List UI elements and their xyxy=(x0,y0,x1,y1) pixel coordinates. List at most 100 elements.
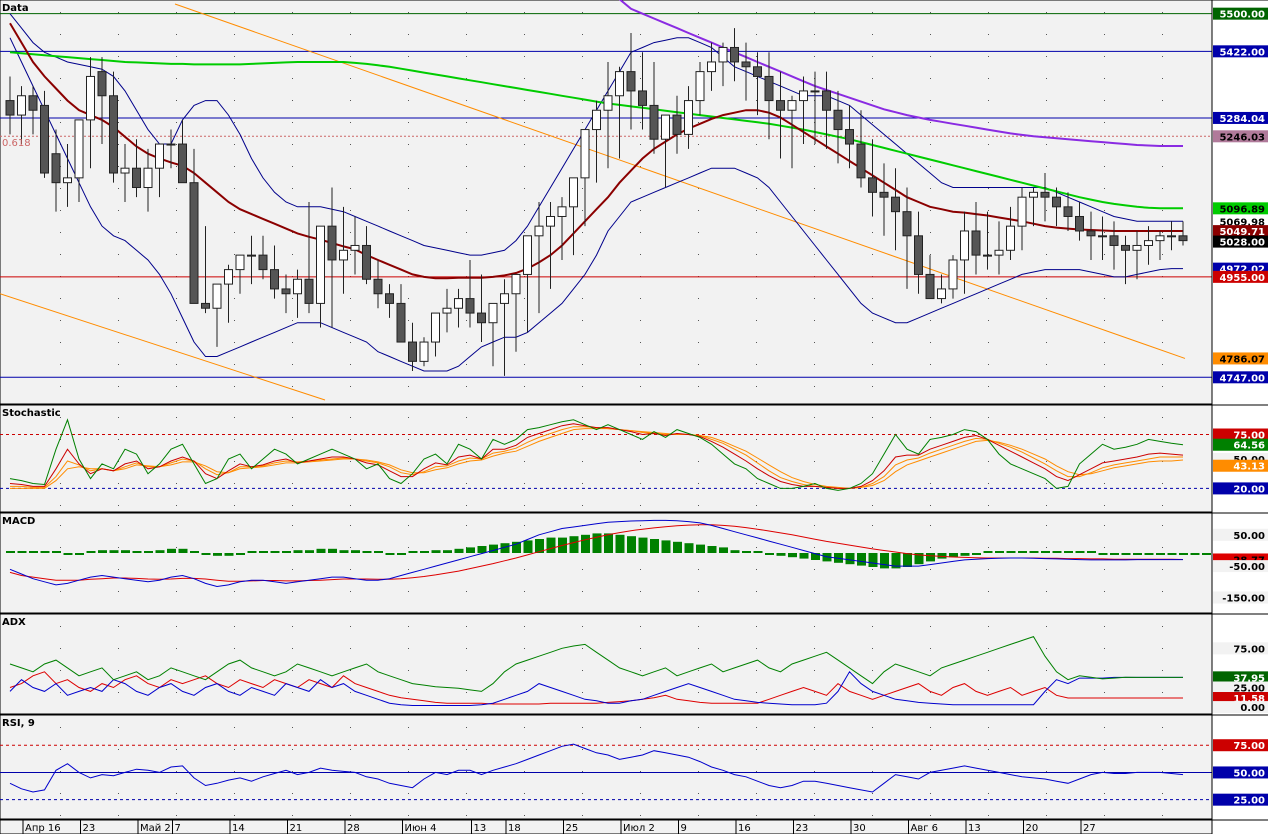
candle-body xyxy=(534,225,544,237)
candle-body xyxy=(799,90,808,102)
grid-dot xyxy=(814,626,815,627)
macd-histogram-bar xyxy=(1018,551,1027,553)
grid-dot xyxy=(234,569,235,570)
grid-dot xyxy=(814,692,815,693)
grid-dot xyxy=(118,692,119,693)
grid-dot xyxy=(466,439,467,440)
candle-body xyxy=(143,167,153,189)
macd-histogram-bar xyxy=(638,537,648,553)
adx-tick-label: 25.00 xyxy=(1233,684,1265,695)
x-tick-label: Июл 2 xyxy=(623,823,655,834)
macd-histogram-bar xyxy=(1110,553,1119,555)
grid-dot xyxy=(60,692,61,693)
macd-histogram-bar xyxy=(1202,553,1211,555)
grid-dot xyxy=(118,670,119,671)
macd-tick-label: -50.00 xyxy=(1229,562,1265,573)
macd-histogram-bar xyxy=(420,551,429,553)
grid-dot xyxy=(872,439,873,440)
grid-dot xyxy=(814,417,815,418)
grid-dot xyxy=(640,34,641,35)
grid-dot xyxy=(118,417,119,418)
grid-dot xyxy=(466,505,467,506)
grid-dot xyxy=(756,815,757,816)
grid-dot xyxy=(1104,815,1105,816)
grid-dot xyxy=(872,771,873,772)
grid-dot xyxy=(1046,342,1047,343)
grid-dot xyxy=(524,100,525,101)
grid-dot xyxy=(524,12,525,13)
grid-dot xyxy=(408,232,409,233)
grid-dot xyxy=(292,188,293,189)
grid-dot xyxy=(234,591,235,592)
grid-dot xyxy=(814,298,815,299)
grid-dot xyxy=(988,122,989,123)
grid-dot xyxy=(1046,670,1047,671)
price-tag-bg xyxy=(1213,371,1268,384)
candle-body xyxy=(40,104,49,174)
grid-dot xyxy=(1104,591,1105,592)
grid-dot xyxy=(872,254,873,255)
grid-dot xyxy=(814,771,815,772)
grid-dot xyxy=(756,56,757,57)
stochastic-panel-title: Stochastic xyxy=(2,408,61,419)
grid-dot xyxy=(872,320,873,321)
macd-histogram-bar xyxy=(316,548,326,553)
grid-dot xyxy=(466,727,467,728)
grid-dot xyxy=(350,298,351,299)
grid-dot xyxy=(930,483,931,484)
grid-dot xyxy=(1046,439,1047,440)
grid-dot xyxy=(930,122,931,123)
macd-histogram-bar xyxy=(1029,551,1039,553)
candle-body xyxy=(189,182,199,304)
stochastic-signal-line xyxy=(10,428,1184,489)
x-tick-label: Июн 4 xyxy=(405,823,437,834)
grid-dot xyxy=(872,100,873,101)
grid-dot xyxy=(988,364,989,365)
grid-dot xyxy=(698,727,699,728)
grid-dot xyxy=(118,386,119,387)
grid-dot xyxy=(582,771,583,772)
candle-body xyxy=(1098,235,1107,238)
grid-dot xyxy=(350,461,351,462)
grid-dot xyxy=(1162,547,1163,548)
grid-dot xyxy=(408,692,409,693)
grid-dot xyxy=(176,591,177,592)
grid-dot xyxy=(756,505,757,506)
grid-dot xyxy=(756,727,757,728)
grid-dot xyxy=(234,364,235,365)
price-tick-label: 4786.07 xyxy=(1219,354,1265,365)
grid-dot xyxy=(756,12,757,13)
grid-dot xyxy=(582,626,583,627)
grid-dot xyxy=(408,166,409,167)
grid-dot xyxy=(930,386,931,387)
candle-body xyxy=(983,254,992,257)
macd-histogram-bar xyxy=(765,553,774,555)
grid-dot xyxy=(814,670,815,671)
candle-body xyxy=(684,100,693,135)
macd-histogram-bar xyxy=(960,553,970,556)
macd-histogram-bar xyxy=(1098,553,1108,555)
price-tag-bg xyxy=(1213,202,1268,215)
grid-dot xyxy=(350,78,351,79)
grid-dot xyxy=(1162,771,1163,772)
grid-dot xyxy=(176,569,177,570)
grid-dot xyxy=(118,815,119,816)
grid-dot xyxy=(988,793,989,794)
grid-dot xyxy=(1104,342,1105,343)
grid-dot xyxy=(292,232,293,233)
grid-dot xyxy=(1162,166,1163,167)
grid-dot xyxy=(1104,417,1105,418)
grid-dot xyxy=(118,320,119,321)
candle-body xyxy=(1144,240,1153,246)
grid-dot xyxy=(408,439,409,440)
candle-body xyxy=(695,71,705,102)
grid-dot xyxy=(234,210,235,211)
grid-dot xyxy=(524,648,525,649)
x-tick-label: Авг 6 xyxy=(911,823,939,834)
grid-dot xyxy=(234,386,235,387)
grid-dot xyxy=(872,78,873,79)
grid-dot xyxy=(930,771,931,772)
grid-dot xyxy=(930,591,931,592)
grid-dot xyxy=(176,692,177,693)
grid-dot xyxy=(814,56,815,57)
